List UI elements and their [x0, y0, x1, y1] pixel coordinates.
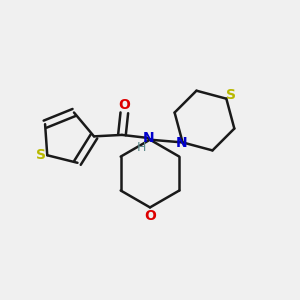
Text: N: N — [142, 130, 154, 145]
Text: N: N — [175, 136, 187, 150]
Text: O: O — [144, 209, 156, 223]
Text: S: S — [226, 88, 236, 102]
Text: S: S — [36, 148, 46, 162]
Text: H: H — [137, 141, 146, 154]
Text: O: O — [118, 98, 130, 112]
